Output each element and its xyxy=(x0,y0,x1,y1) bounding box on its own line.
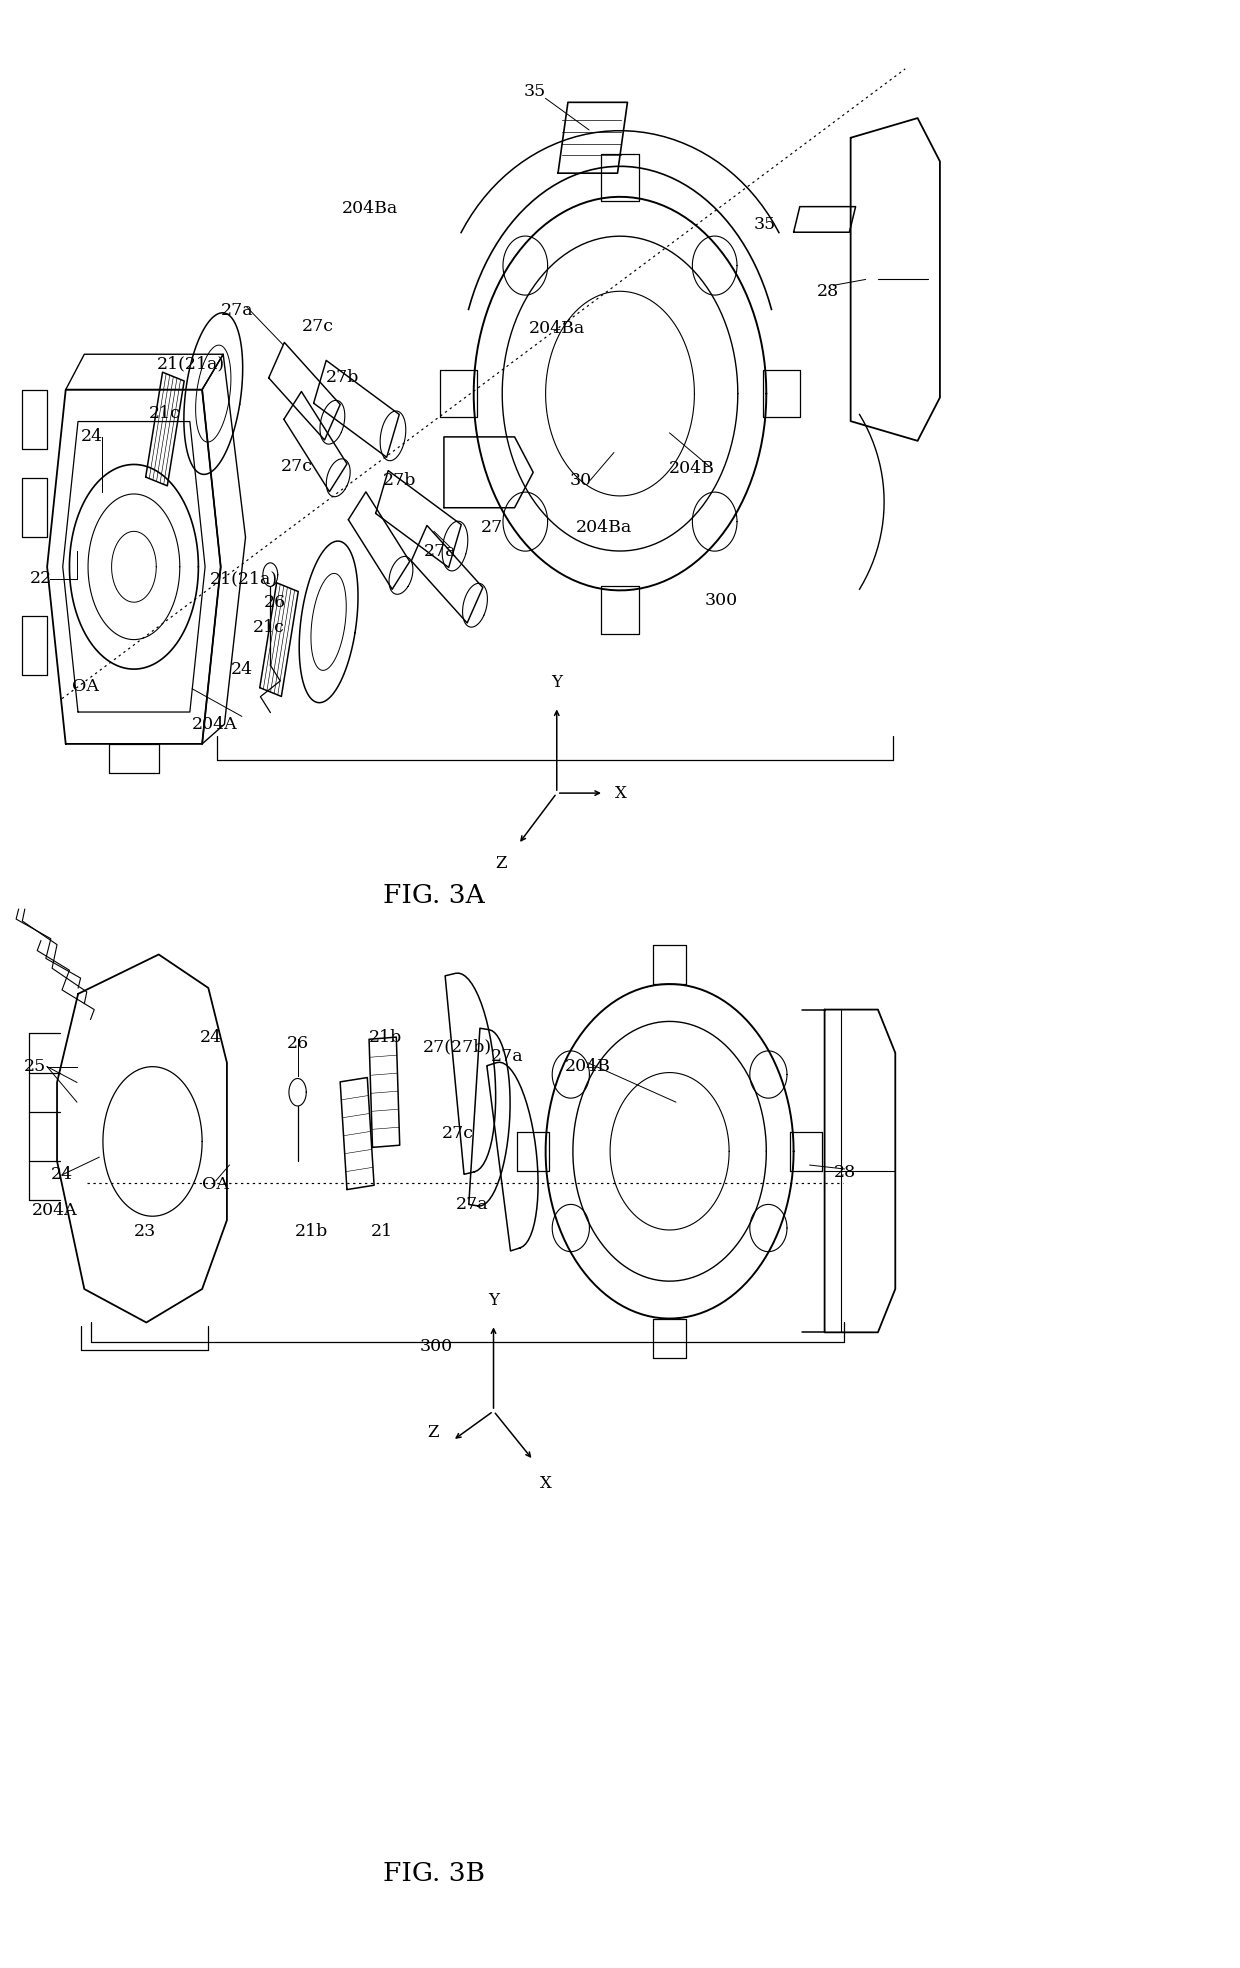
Text: 21b: 21b xyxy=(295,1224,327,1240)
Text: 27c: 27c xyxy=(301,319,334,335)
Text: OA: OA xyxy=(202,1177,229,1193)
Text: 27(27b): 27(27b) xyxy=(423,1039,492,1055)
Text: 35: 35 xyxy=(754,216,776,232)
Text: 25: 25 xyxy=(24,1059,46,1075)
Text: 35: 35 xyxy=(523,83,546,100)
Text: 24: 24 xyxy=(51,1167,73,1183)
Text: 27: 27 xyxy=(481,520,503,535)
Text: 26: 26 xyxy=(286,1035,309,1051)
Text: X: X xyxy=(615,785,627,801)
Text: 27a: 27a xyxy=(491,1049,523,1065)
Text: FIG. 3A: FIG. 3A xyxy=(383,884,485,907)
Text: 21(21a): 21(21a) xyxy=(157,356,224,372)
Text: 21c: 21c xyxy=(149,405,181,421)
Text: X: X xyxy=(539,1476,552,1492)
Text: 28: 28 xyxy=(833,1165,856,1181)
Text: Y: Y xyxy=(489,1293,498,1309)
Text: FIG. 3B: FIG. 3B xyxy=(383,1862,485,1885)
Text: 21c: 21c xyxy=(253,620,285,636)
Text: 204B: 204B xyxy=(565,1059,610,1075)
Text: 27c: 27c xyxy=(280,459,312,474)
Text: 204Ba: 204Ba xyxy=(575,520,632,535)
Text: 300: 300 xyxy=(706,592,738,608)
Text: 21b: 21b xyxy=(370,1029,402,1045)
Text: 24: 24 xyxy=(231,661,253,677)
Text: 204A: 204A xyxy=(192,716,237,732)
Text: 26: 26 xyxy=(264,594,286,610)
Text: 27c: 27c xyxy=(441,1126,474,1141)
Text: 24: 24 xyxy=(200,1029,222,1045)
Text: Y: Y xyxy=(552,675,562,691)
Text: 21(21a): 21(21a) xyxy=(211,571,278,586)
Text: 24: 24 xyxy=(81,429,103,445)
Text: 23: 23 xyxy=(134,1224,156,1240)
Text: 27a: 27a xyxy=(456,1197,489,1212)
Text: 300: 300 xyxy=(420,1338,453,1354)
Text: 21: 21 xyxy=(371,1224,393,1240)
Text: 204Ba: 204Ba xyxy=(341,201,398,216)
Text: 28: 28 xyxy=(817,283,839,299)
Text: Z: Z xyxy=(495,856,507,872)
Text: 30: 30 xyxy=(569,472,591,488)
Text: 27a: 27a xyxy=(221,303,253,319)
Text: 204Ba: 204Ba xyxy=(528,321,585,337)
Text: 27a: 27a xyxy=(424,543,456,559)
Text: OA: OA xyxy=(72,679,99,695)
Text: 204A: 204A xyxy=(32,1202,77,1218)
Text: 204B: 204B xyxy=(670,461,714,476)
Text: 27b: 27b xyxy=(383,472,415,488)
Text: 27b: 27b xyxy=(326,370,358,386)
Text: Z: Z xyxy=(427,1425,439,1441)
Text: 22: 22 xyxy=(30,571,52,586)
